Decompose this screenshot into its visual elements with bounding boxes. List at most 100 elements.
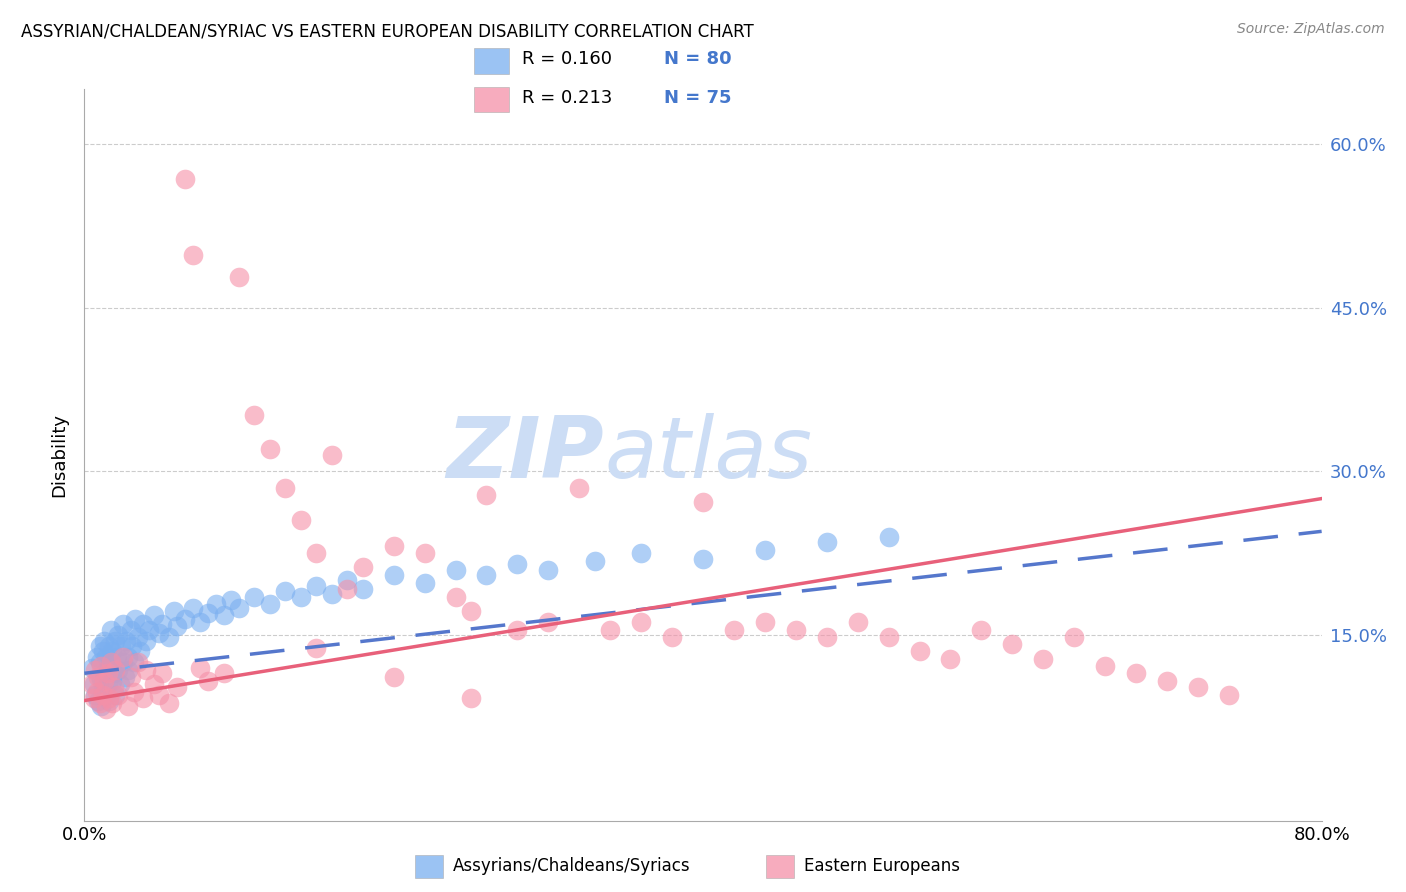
Point xyxy=(723,623,745,637)
Point xyxy=(117,663,139,677)
Point xyxy=(815,630,838,644)
Point xyxy=(537,563,560,577)
Point xyxy=(93,633,115,648)
Point xyxy=(120,623,142,637)
Point xyxy=(382,669,405,683)
Point xyxy=(129,644,152,658)
Text: R = 0.213: R = 0.213 xyxy=(522,88,613,106)
Point xyxy=(94,649,117,664)
Point xyxy=(93,666,115,681)
Point xyxy=(114,669,136,683)
Point xyxy=(82,661,104,675)
Point xyxy=(86,649,108,664)
Point xyxy=(89,639,111,653)
Point xyxy=(150,666,173,681)
Point xyxy=(1001,637,1024,651)
Point xyxy=(243,408,266,422)
Point xyxy=(692,495,714,509)
Point xyxy=(599,623,621,637)
Point xyxy=(754,542,776,557)
Point xyxy=(205,598,228,612)
Point xyxy=(630,546,652,560)
Point xyxy=(86,685,108,699)
Point xyxy=(135,663,157,677)
Point xyxy=(91,682,114,697)
Text: ASSYRIAN/CHALDEAN/SYRIAC VS EASTERN EUROPEAN DISABILITY CORRELATION CHART: ASSYRIAN/CHALDEAN/SYRIAC VS EASTERN EURO… xyxy=(21,22,754,40)
Point xyxy=(104,633,127,648)
Point xyxy=(108,677,131,691)
Point xyxy=(321,448,343,462)
Point xyxy=(135,633,157,648)
Point xyxy=(100,656,122,670)
Text: Eastern Europeans: Eastern Europeans xyxy=(804,857,960,875)
Point xyxy=(100,623,122,637)
Point xyxy=(228,600,250,615)
Point xyxy=(352,560,374,574)
Point xyxy=(90,658,112,673)
Point xyxy=(460,604,482,618)
Point xyxy=(382,539,405,553)
Point xyxy=(181,600,204,615)
Point xyxy=(506,557,529,571)
Point xyxy=(444,563,467,577)
Point xyxy=(138,623,160,637)
Point xyxy=(84,663,107,677)
Text: ZIP: ZIP xyxy=(446,413,605,497)
Point xyxy=(94,702,117,716)
Point xyxy=(115,633,138,648)
Point xyxy=(212,608,235,623)
Point xyxy=(122,685,145,699)
Point xyxy=(98,639,121,653)
Point xyxy=(159,630,181,644)
Point xyxy=(475,488,498,502)
Point xyxy=(336,582,359,597)
Point xyxy=(97,661,120,675)
Point xyxy=(174,171,197,186)
Point xyxy=(877,530,900,544)
Point xyxy=(413,546,436,560)
Point xyxy=(583,554,606,568)
Point xyxy=(181,248,204,262)
Point xyxy=(103,681,125,695)
Point xyxy=(150,617,173,632)
Point xyxy=(121,639,143,653)
Point xyxy=(212,666,235,681)
Point xyxy=(143,677,166,691)
Point xyxy=(630,615,652,629)
Point xyxy=(290,513,312,527)
Point xyxy=(143,608,166,623)
Point xyxy=(117,698,139,713)
Point xyxy=(754,615,776,629)
Point xyxy=(97,666,120,681)
Point xyxy=(1063,630,1085,644)
Point xyxy=(970,623,993,637)
Point xyxy=(877,630,900,644)
Point xyxy=(188,615,212,629)
Point xyxy=(444,590,467,604)
Point xyxy=(166,619,188,633)
Point xyxy=(221,593,243,607)
Point xyxy=(197,673,219,688)
Text: R = 0.160: R = 0.160 xyxy=(522,51,612,69)
Point xyxy=(90,672,112,686)
Point xyxy=(939,652,962,666)
Point xyxy=(120,669,142,683)
Point xyxy=(1156,673,1178,688)
Point xyxy=(305,579,328,593)
Point xyxy=(89,656,111,670)
Point xyxy=(132,691,155,706)
Point xyxy=(128,656,150,670)
Point xyxy=(197,606,219,620)
Point xyxy=(100,656,122,670)
Point xyxy=(84,688,107,702)
Point xyxy=(107,688,129,702)
Point xyxy=(103,666,125,681)
Point xyxy=(290,590,312,604)
Point xyxy=(83,691,105,706)
Point xyxy=(321,586,343,600)
Point xyxy=(1094,658,1116,673)
Point xyxy=(107,628,129,642)
Point xyxy=(1187,681,1209,695)
Point xyxy=(104,663,127,677)
Point xyxy=(98,693,121,707)
